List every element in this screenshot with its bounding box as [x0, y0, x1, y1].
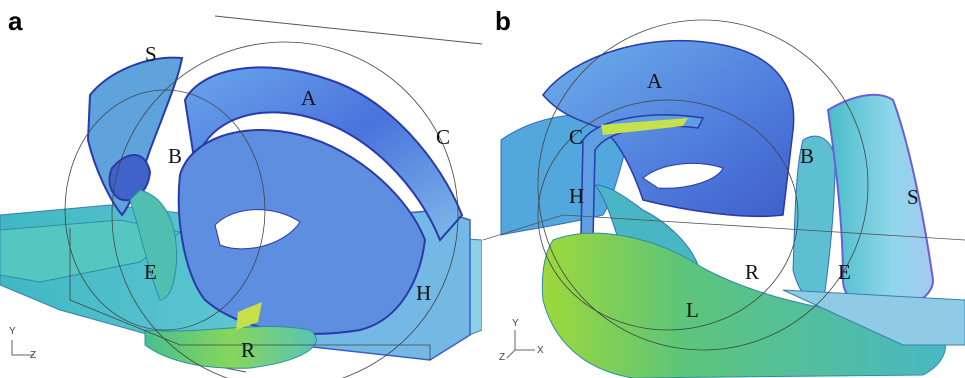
inner-body: [177, 128, 427, 335]
panel-b: b A C H B S R E L Y Z X: [483, 0, 965, 378]
axis-triad-z: [506, 349, 516, 359]
guide-line: [214, 15, 482, 45]
wire-line: [483, 214, 564, 241]
e-stem: [129, 189, 178, 301]
wire-circle: [537, 19, 869, 351]
floor-surface: [782, 289, 965, 346]
label-r: R: [745, 260, 760, 284]
panel-letter: b: [495, 6, 511, 36]
yellow-strip: [601, 118, 688, 135]
axis-y-label: Y: [9, 326, 16, 337]
label-l: L: [686, 298, 699, 322]
panel-a: a S A B C E H R Y Z: [0, 0, 482, 378]
label-b: B: [168, 144, 183, 168]
label-c: C: [569, 125, 584, 149]
axis-y-label: Y: [512, 318, 519, 329]
yellow-strip: [236, 302, 262, 330]
wire-circle: [111, 41, 459, 378]
label-c: C: [436, 125, 451, 149]
axis-z-label: Z: [499, 352, 506, 363]
label-e: E: [838, 260, 851, 284]
axis-x-label: X: [537, 345, 544, 356]
label-h: H: [569, 184, 585, 208]
label-b: B: [800, 144, 815, 168]
hole: [642, 162, 724, 189]
label-s: S: [145, 42, 157, 66]
wire-box: [69, 228, 431, 360]
label-s: S: [907, 185, 919, 209]
axis-triad: [514, 330, 535, 351]
axis-z-label: Z: [30, 350, 37, 361]
label-a: A: [647, 69, 663, 93]
wire-ellipse: [64, 89, 266, 331]
panel-b-render: [483, 19, 965, 378]
r-ribbon: [144, 326, 317, 369]
hole: [214, 209, 301, 250]
wire-line: [562, 214, 965, 241]
c-ring: [580, 114, 705, 242]
label-r: R: [241, 338, 256, 362]
panel-letter: a: [8, 6, 23, 36]
axis-triad: [11, 340, 34, 356]
label-h: H: [416, 281, 432, 305]
panel-a-render: [0, 15, 482, 378]
label-e: E: [144, 260, 157, 284]
label-a: A: [301, 86, 317, 110]
floor-left-surface: [0, 219, 182, 283]
a-arch: [183, 66, 464, 242]
wire-ellipse: [537, 99, 799, 331]
